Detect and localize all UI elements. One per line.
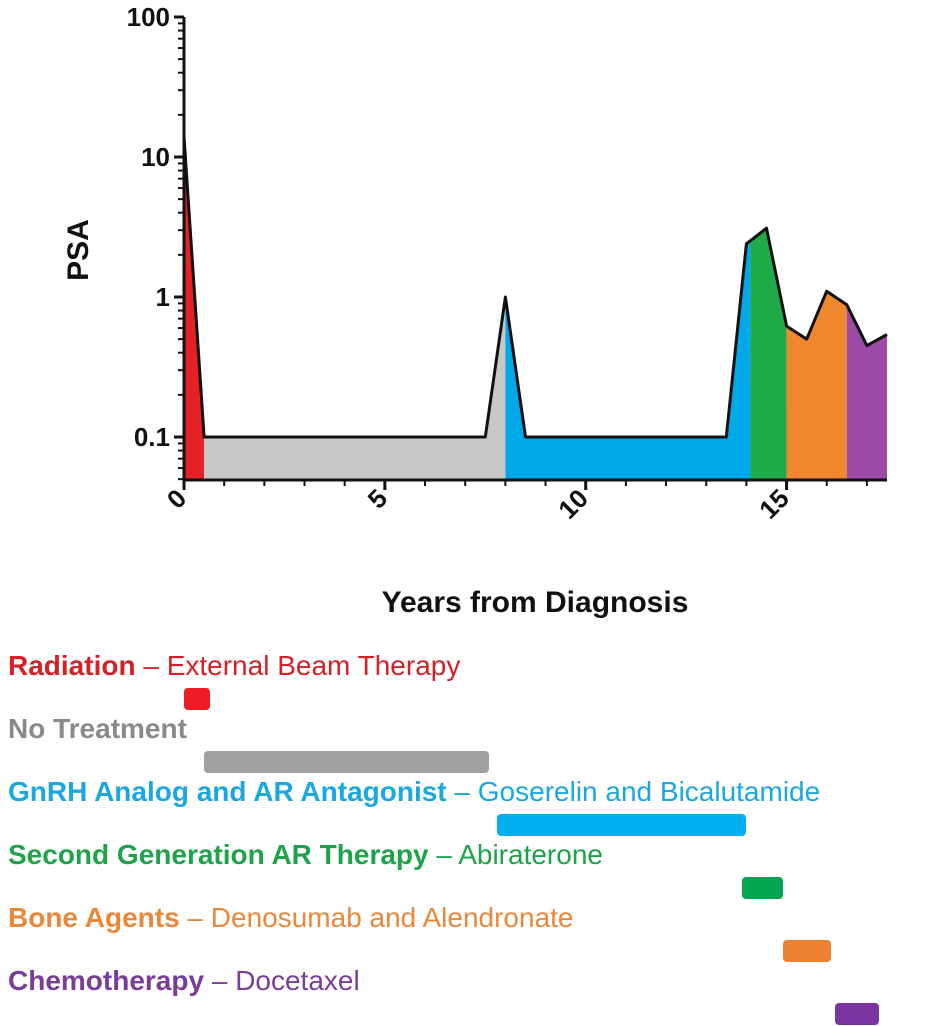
legend-name: Bone Agents: [8, 902, 180, 933]
legend-separator: –: [446, 776, 478, 807]
area-no-treatment: [204, 297, 506, 480]
legend-item-no-treatment: No Treatment: [8, 713, 187, 745]
legend-separator: –: [135, 650, 167, 681]
legend-detail: Abiraterone: [458, 839, 603, 870]
timeline-bar-gnrh-analog-and-ar-antagonist: [497, 814, 747, 836]
psa-line-layer: [182, 136, 888, 439]
legend-name: No Treatment: [8, 713, 187, 744]
y-tick-label: 10: [141, 142, 170, 172]
legend-detail: Docetaxel: [235, 965, 360, 996]
legend-name: GnRH Analog and AR Antagonist: [8, 776, 447, 807]
y-tick-label: 1: [156, 282, 170, 312]
legend-item-radiation: Radiation – External Beam Therapy: [8, 650, 460, 682]
legend-separator: –: [179, 902, 211, 933]
legend-item-chemotherapy: Chemotherapy – Docetaxel: [8, 965, 360, 997]
area-gnrh-analog-and-ar-antagonist: [505, 240, 751, 480]
legend-item-bone-agents: Bone Agents – Denosumab and Alendronate: [8, 902, 574, 934]
x-axis-title: Years from Diagnosis: [382, 586, 689, 619]
timeline-bar-second-generation-ar-therapy: [742, 877, 783, 899]
legend-separator: –: [428, 839, 459, 870]
legend-detail: Denosumab and Alendronate: [210, 902, 574, 933]
psa-line: [182, 136, 888, 439]
timeline-bar-no-treatment: [204, 751, 490, 773]
timeline-bar-chemotherapy: [834, 1003, 879, 1025]
legend-item-gnrh-analog-and-ar-antagonist: GnRH Analog and AR Antagonist – Gosereli…: [8, 776, 820, 808]
legend-detail: External Beam Therapy: [166, 650, 461, 681]
y-tick-label: 0.1: [134, 422, 170, 452]
legend-name: Chemotherapy: [8, 965, 205, 996]
timeline-bar-radiation: [184, 688, 210, 710]
treatment-areas: [184, 136, 887, 480]
area-chemotherapy: [846, 304, 887, 480]
legend-item-second-generation-ar-therapy: Second Generation AR Therapy – Abiratero…: [8, 839, 603, 871]
legend-name: Second Generation AR Therapy: [8, 839, 429, 870]
area-second-generation-ar-therapy: [750, 228, 787, 480]
area-bone-agents: [786, 291, 847, 480]
legend-detail: Goserelin and Bicalutamide: [477, 776, 821, 807]
legend-separator: –: [204, 965, 236, 996]
y-axis-title: PSA: [62, 219, 95, 281]
y-tick-label: 100: [127, 2, 170, 32]
timeline-bar-bone-agents: [782, 940, 831, 962]
legend-name: Radiation: [8, 650, 136, 681]
